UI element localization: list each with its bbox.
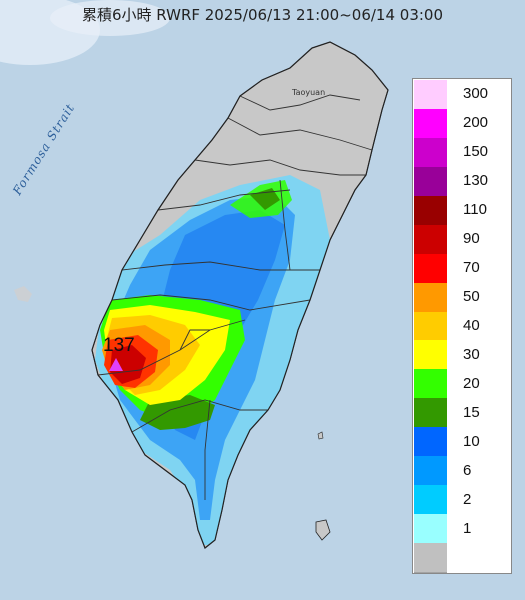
legend-swatch	[414, 80, 447, 110]
legend-swatch	[414, 369, 447, 400]
max-rainfall-value: 137	[103, 335, 135, 356]
legend-label: 2	[463, 490, 472, 508]
legend-label: 150	[463, 143, 489, 161]
legend-label: 110	[463, 201, 487, 219]
legend-label: 200	[463, 114, 489, 132]
rain-region-15mm	[140, 395, 215, 430]
small-island	[14, 286, 32, 302]
legend-swatch	[414, 166, 447, 197]
legend-label: 10	[463, 432, 480, 450]
legend-swatch	[414, 456, 447, 487]
city-label: Taoyuan	[292, 88, 326, 97]
cloud-area	[50, 0, 170, 36]
legend-label: 15	[463, 403, 480, 421]
legend-label: 20	[463, 374, 480, 392]
legend-label: 130	[463, 172, 489, 190]
legend-swatch	[414, 253, 447, 284]
map-title: 累積6小時 RWRF 2025/06/13 21:00~06/14 03:00	[81, 6, 444, 24]
legend-label: 1	[463, 519, 472, 537]
legend-swatch	[414, 108, 447, 139]
legend-swatch	[414, 485, 447, 516]
legend-label: 300	[463, 85, 489, 103]
rain-region-90mm	[110, 345, 146, 384]
county-borders	[97, 94, 373, 500]
legend-swatch	[414, 514, 447, 545]
legend-swatch	[414, 224, 447, 255]
small-island	[315, 519, 331, 541]
legend-swatch	[414, 282, 447, 313]
legend-swatch	[414, 543, 447, 573]
legend-label: 70	[463, 259, 480, 277]
coastline	[91, 41, 389, 549]
legend-label: 40	[463, 317, 480, 334]
legend-label: 30	[463, 345, 480, 363]
small-island	[317, 431, 324, 440]
legend-swatch	[414, 311, 447, 342]
max-rainfall-marker-icon	[109, 358, 123, 371]
legend-swatch	[414, 137, 447, 168]
legend-color-bar	[414, 80, 447, 573]
legend-label: 6	[463, 461, 472, 479]
color-legend: 300 200 150 130 110 90 70 50 40 30 20 15 10 6 2 1	[412, 78, 512, 574]
legend-label: 90	[463, 230, 480, 248]
legend-swatch	[414, 340, 447, 371]
legend-label: 50	[463, 288, 480, 306]
legend-swatch	[414, 398, 447, 429]
legend-swatch	[414, 427, 447, 458]
legend-swatch	[414, 195, 447, 226]
